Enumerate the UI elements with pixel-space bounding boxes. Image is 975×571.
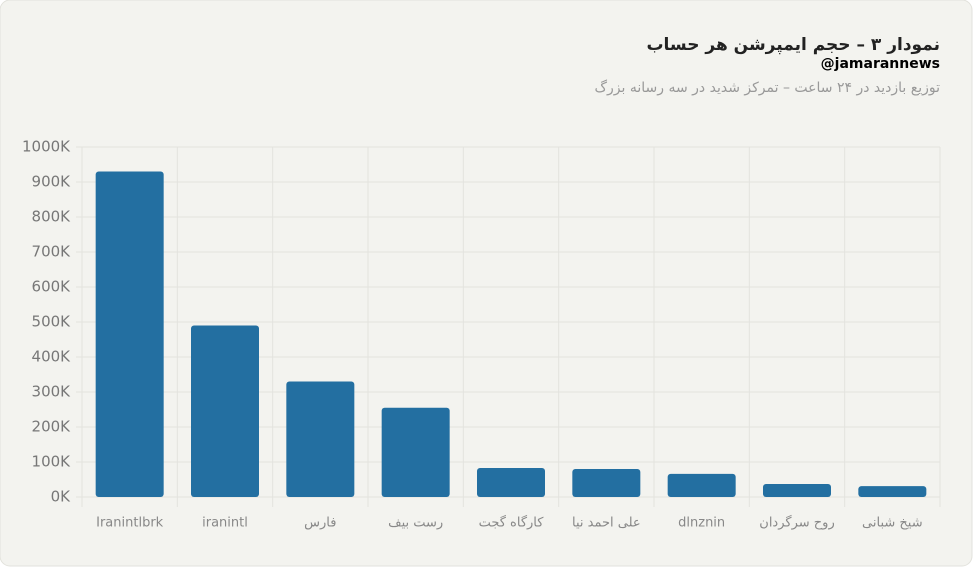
y-tick-label: 300K xyxy=(32,383,72,401)
y-tick-label: 600K xyxy=(32,278,72,296)
x-tick-label: dlnznin xyxy=(678,516,725,531)
bar xyxy=(477,467,545,497)
y-tick-label: 1000K xyxy=(22,138,71,156)
y-tick-label: 800K xyxy=(32,208,72,226)
x-tick-label: روح سرگردان xyxy=(759,515,834,531)
x-tick-label: شیخ شبانی xyxy=(862,516,923,531)
x-tick-label: iranintl xyxy=(202,516,248,531)
bar xyxy=(286,381,355,497)
chart-title: نمودار ۳ – حجم ایمپرشن هر حساب xyxy=(646,35,940,55)
x-tick-label: فارس xyxy=(304,516,336,531)
y-tick-label: 900K xyxy=(32,173,72,191)
y-tick-label: 200K xyxy=(32,418,72,436)
x-tick-label: علی احمد نیا xyxy=(572,516,641,531)
bar xyxy=(381,407,450,497)
y-tick-label: 500K xyxy=(32,313,72,331)
y-tick-label: 100K xyxy=(32,453,72,471)
y-tick-label: 700K xyxy=(32,243,72,261)
x-tick-label: رست بیف xyxy=(388,516,443,531)
bar xyxy=(572,469,641,497)
y-tick-label: 400K xyxy=(32,348,72,366)
bar xyxy=(95,171,164,497)
x-tick-label: Iranintlbrk xyxy=(96,516,164,531)
bar xyxy=(858,486,927,497)
bar xyxy=(191,325,259,497)
watermark: @jamarannews xyxy=(821,56,940,72)
bar xyxy=(667,473,736,497)
x-tick-label: کارگاه گجت xyxy=(479,515,545,531)
y-tick-label: 0K xyxy=(51,488,72,506)
bar xyxy=(763,484,831,497)
chart-subtitle: توزیع بازدید در ۲۴ ساعت – تمرکز شدید در … xyxy=(595,78,941,96)
